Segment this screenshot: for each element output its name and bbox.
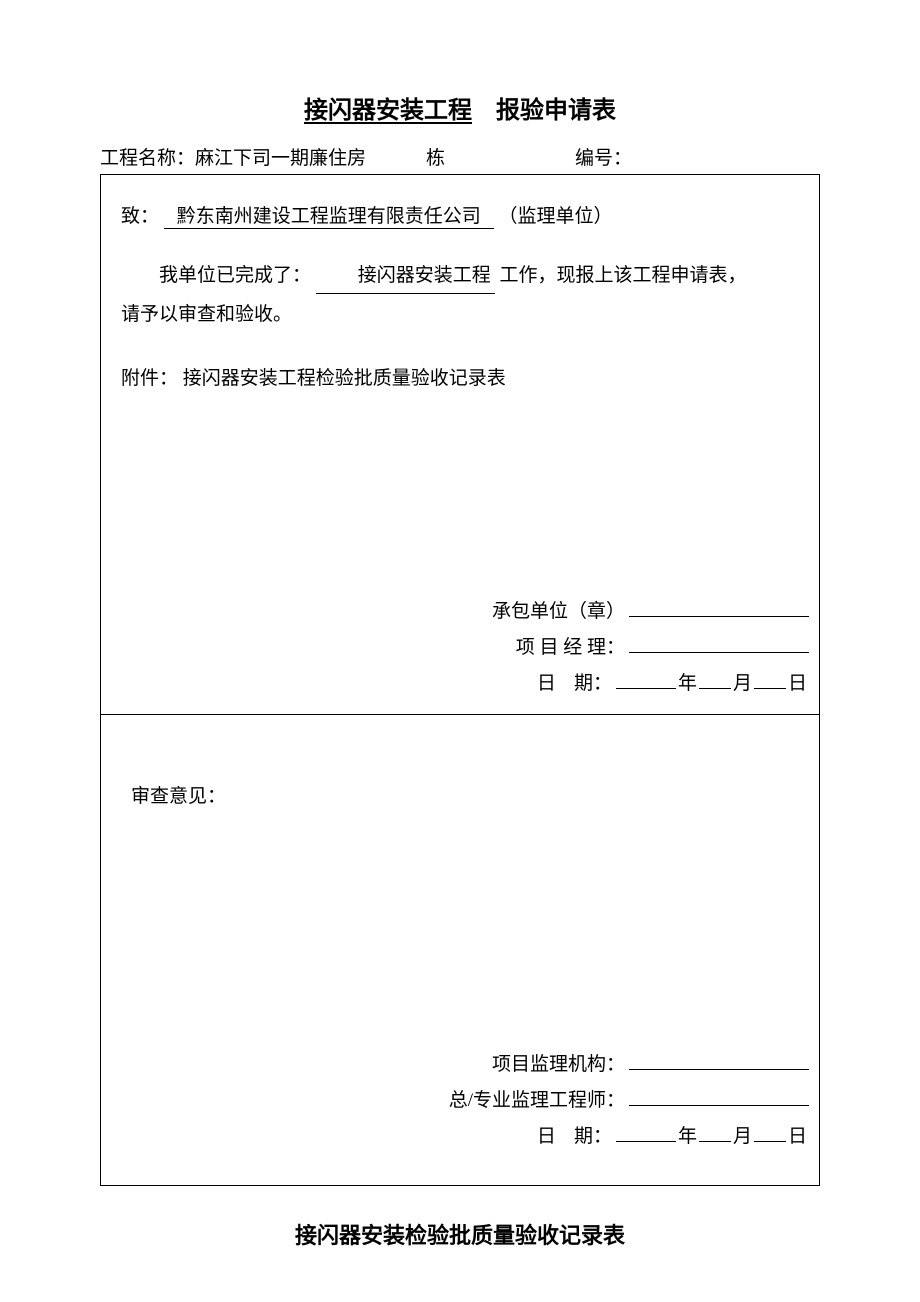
day-blank[interactable]: [754, 688, 786, 689]
lower-month-unit: 月: [731, 1119, 754, 1155]
completed-work[interactable]: 接闪器安装工程: [316, 259, 495, 294]
supervision-org-line: 项目监理机构：: [409, 1047, 809, 1083]
contractor-line: 承包单位（章）: [409, 594, 809, 630]
document-title: 接闪器安装工程 报验申请表: [100, 90, 820, 125]
review-request: 请予以审查和验收。: [121, 298, 799, 332]
lower-date-line: 日 期： 年 月 日: [409, 1119, 809, 1155]
pm-line: 项 目 经 理：: [409, 630, 809, 666]
lower-section: 审查意见： 项目监理机构： 总/专业监理工程师： 日 期： 年 月 日: [101, 715, 819, 1185]
year-blank[interactable]: [616, 688, 676, 689]
form-table: 致： 黔东南州建设工程监理有限责任公司 （监理单位） 我单位已完成了： 接闪器安…: [100, 174, 820, 1186]
title-part1: 接闪器安装工程: [304, 98, 472, 124]
contractor-blank[interactable]: [629, 616, 809, 617]
to-label: 致：: [121, 206, 159, 227]
upper-section: 致： 黔东南州建设工程监理有限责任公司 （监理单位） 我单位已完成了： 接闪器安…: [101, 175, 819, 715]
year-unit: 年: [676, 666, 699, 702]
engineer-label: 总/专业监理工程师：: [449, 1083, 625, 1119]
opinion-label: 审查意见：: [131, 781, 799, 808]
lower-year-blank[interactable]: [616, 1141, 676, 1142]
pm-label: 项 目 经 理：: [516, 630, 625, 666]
upper-signature-block: 承包单位（章） 项 目 经 理： 日 期： 年 月 日: [409, 594, 809, 702]
date-label-ri: 日: [537, 666, 574, 702]
supervision-org-blank[interactable]: [629, 1069, 809, 1070]
contractor-label: 承包单位（章）: [492, 594, 625, 630]
project-label: 工程名称：: [100, 143, 195, 170]
title-spacer: [478, 98, 490, 124]
attachment-line: 附件： 接闪器安装工程检验批质量验收记录表: [121, 362, 799, 396]
completed-prefix: 我单位已完成了：: [159, 265, 311, 286]
project-name: 麻江下司一期廉住房: [195, 143, 366, 170]
day-unit: 日: [786, 666, 809, 702]
supervisor-suffix: （监理单位）: [499, 206, 613, 227]
number-label: 编号：: [575, 143, 632, 170]
lower-signature-block: 项目监理机构： 总/专业监理工程师： 日 期： 年 月 日: [409, 1047, 809, 1155]
header-spacer: [366, 143, 426, 170]
title-part2: 报验申请表: [496, 98, 616, 124]
lower-month-blank[interactable]: [699, 1141, 731, 1142]
building-label: 栋: [426, 143, 445, 170]
attachment-name: 接闪器安装工程检验批质量验收记录表: [183, 368, 506, 389]
engineer-line: 总/专业监理工程师：: [409, 1083, 809, 1119]
supervision-org-label: 项目监理机构：: [492, 1047, 625, 1083]
completed-suffix: 工作，现报上该工程申请表，: [500, 265, 747, 286]
lower-day-blank[interactable]: [754, 1141, 786, 1142]
footer-title: 接闪器安装检验批质量验收记录表: [100, 1218, 820, 1250]
upper-date-line: 日 期： 年 月 日: [409, 666, 809, 702]
lower-year-unit: 年: [676, 1119, 699, 1155]
month-unit: 月: [731, 666, 754, 702]
lower-day-unit: 日: [786, 1119, 809, 1155]
month-blank[interactable]: [699, 688, 731, 689]
completed-line: 我单位已完成了： 接闪器安装工程 工作，现报上该工程申请表，: [121, 259, 799, 294]
to-line: 致： 黔东南州建设工程监理有限责任公司 （监理单位）: [121, 201, 799, 229]
date-label-qi: 期：: [574, 666, 612, 702]
supervisor-company[interactable]: 黔东南州建设工程监理有限责任公司: [164, 201, 494, 229]
engineer-blank[interactable]: [629, 1105, 809, 1106]
pm-blank[interactable]: [629, 652, 809, 653]
header-row: 工程名称： 麻江下司一期廉住房 栋 编号：: [100, 143, 820, 170]
lower-date-label-qi: 期：: [574, 1119, 612, 1155]
lower-date-label-ri: 日: [537, 1119, 574, 1155]
attachment-label: 附件：: [121, 368, 178, 389]
